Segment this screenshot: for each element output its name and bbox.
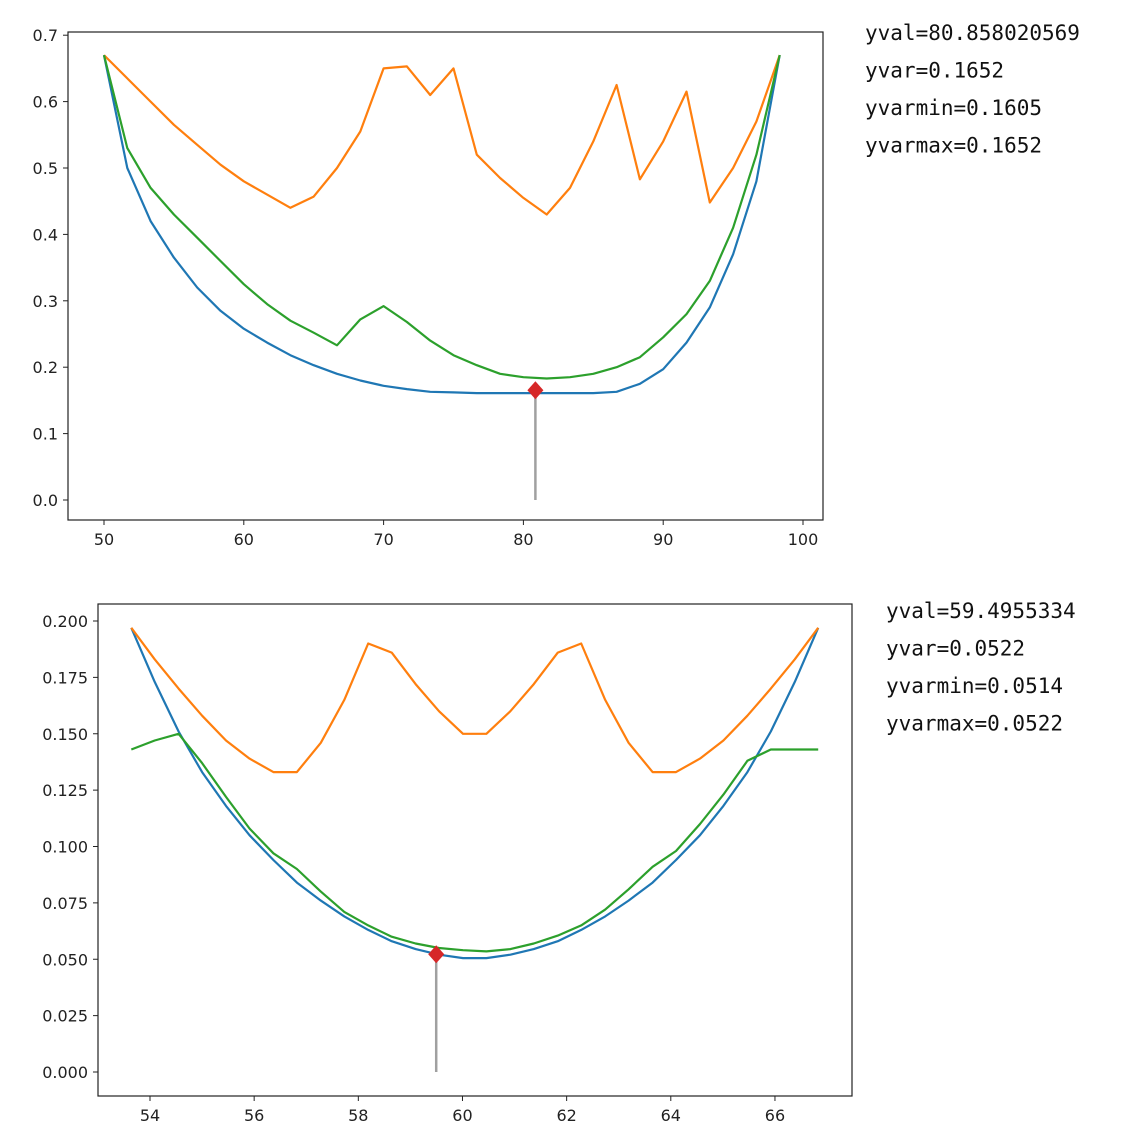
annotation-text: yval=59.4955334 bbox=[886, 599, 1076, 623]
series-line-green bbox=[102, 54, 781, 380]
x-tick-label: 70 bbox=[373, 530, 393, 549]
x-tick-label: 80 bbox=[513, 530, 533, 549]
annotation-text: yvarmax=0.1652 bbox=[865, 134, 1042, 158]
x-tick-label: 62 bbox=[556, 1106, 576, 1125]
y-tick-label: 0.1 bbox=[33, 425, 58, 444]
x-tick-label: 100 bbox=[788, 530, 819, 549]
y-tick-label: 0.050 bbox=[42, 950, 88, 969]
y-tick-label: 0.150 bbox=[42, 725, 88, 744]
annotation-text: yvarmin=0.0514 bbox=[886, 674, 1063, 698]
annotation-text: yvarmin=0.1605 bbox=[865, 96, 1042, 120]
series-line-orange bbox=[130, 627, 820, 774]
x-tick-label: 90 bbox=[653, 530, 673, 549]
y-tick-label: 0.200 bbox=[42, 612, 88, 631]
annotation-text: yvar=0.0522 bbox=[886, 637, 1025, 661]
x-tick-label: 54 bbox=[140, 1106, 160, 1125]
y-tick-label: 0.025 bbox=[42, 1007, 88, 1026]
series-line-blue bbox=[130, 627, 820, 960]
annotation-text: yvarmax=0.0522 bbox=[886, 712, 1063, 736]
x-tick-label: 60 bbox=[234, 530, 254, 549]
chart-2: 54 56 58 60 62 64 66 0.000 0.025 0.050 0.075 0.100 0… bbox=[42, 599, 1075, 1125]
x-tick-label: 66 bbox=[765, 1106, 785, 1125]
y-tick-label: 0.7 bbox=[33, 26, 58, 45]
y-tick-label: 0.175 bbox=[42, 668, 88, 687]
axes-frame bbox=[67, 31, 824, 521]
y-tick-label: 0.4 bbox=[33, 225, 58, 244]
series-line-orange bbox=[103, 54, 781, 216]
x-tick-label: 64 bbox=[661, 1106, 681, 1125]
x-tick-label: 56 bbox=[244, 1106, 264, 1125]
y-tick-label: 0.075 bbox=[42, 894, 88, 913]
marker-diamond bbox=[428, 945, 445, 964]
y-tick-label: 0.3 bbox=[33, 292, 58, 311]
x-tick-label: 50 bbox=[94, 530, 114, 549]
marker-diamond bbox=[527, 381, 544, 400]
annotation-text: yvar=0.1652 bbox=[865, 59, 1004, 83]
series-line-blue bbox=[102, 54, 781, 395]
axes-frame bbox=[97, 603, 853, 1097]
y-tick-label: 0.0 bbox=[33, 491, 58, 510]
y-tick-label: 0.100 bbox=[42, 838, 88, 857]
y-tick-label: 0.125 bbox=[42, 781, 88, 800]
y-tick-label: 0.2 bbox=[33, 358, 58, 377]
x-tick-label: 60 bbox=[452, 1106, 472, 1125]
annotation-text: yval=80.858020569 bbox=[865, 21, 1080, 45]
y-tick-label: 0.000 bbox=[42, 1063, 88, 1082]
y-tick-label: 0.5 bbox=[33, 159, 58, 178]
x-tick-label: 58 bbox=[348, 1106, 368, 1125]
y-tick-label: 0.6 bbox=[33, 93, 58, 112]
series-line-green bbox=[130, 732, 819, 953]
chart-1: 50 60 70 80 90 100 0.0 0.1 0.2 0.3 0.4 0.5 0.6 0.7 yva… bbox=[33, 21, 1080, 549]
